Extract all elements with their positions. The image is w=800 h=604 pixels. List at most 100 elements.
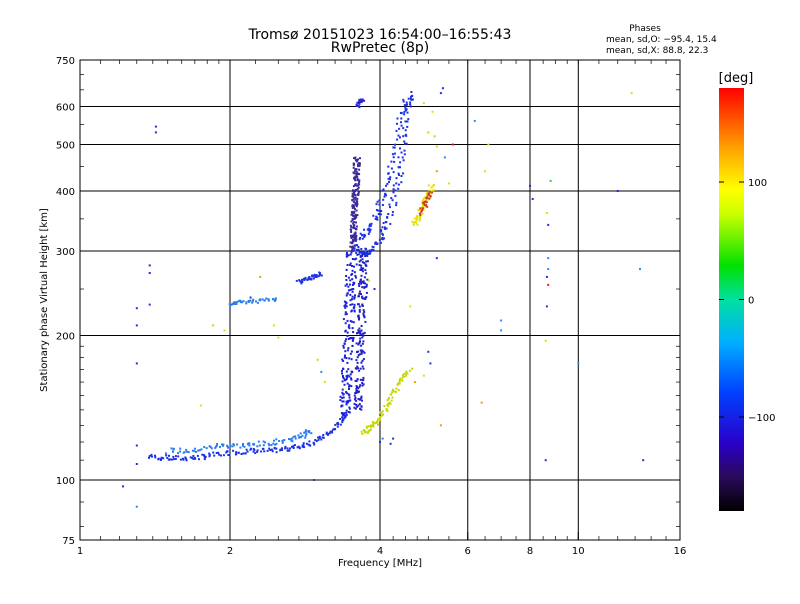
- echo-point: [383, 405, 386, 407]
- echo-point: [359, 337, 362, 340]
- echo-point: [185, 448, 188, 451]
- echo-point: [329, 430, 332, 433]
- echo-point: [544, 339, 547, 342]
- echo-point: [393, 152, 396, 155]
- echo-point: [259, 275, 262, 278]
- echo-point: [249, 299, 252, 302]
- echo-point: [354, 217, 356, 220]
- echo-point: [390, 393, 393, 396]
- echo-point: [420, 210, 423, 213]
- echo-point: [239, 301, 242, 304]
- echo-point: [353, 215, 356, 218]
- echo-point: [353, 271, 356, 274]
- echo-point: [410, 94, 413, 97]
- echo-point: [154, 131, 157, 134]
- echo-point: [392, 184, 395, 187]
- echo-point: [447, 182, 450, 185]
- echo-point: [239, 446, 242, 449]
- echo-point: [350, 250, 353, 252]
- echo-point: [354, 294, 356, 297]
- echo-point: [350, 213, 353, 216]
- echo-point: [294, 435, 297, 438]
- echo-point: [405, 101, 408, 104]
- echo-point: [350, 336, 353, 339]
- echo-point: [270, 448, 273, 451]
- echo-point: [328, 432, 331, 435]
- echo-point: [353, 232, 356, 235]
- echo-point: [358, 318, 360, 321]
- echo-point: [386, 409, 389, 412]
- echo-point: [364, 255, 367, 258]
- echo-point: [135, 362, 138, 365]
- echo-point: [352, 281, 355, 284]
- echo-point: [261, 298, 264, 301]
- echo-point: [365, 425, 368, 428]
- y-tick-label: 500: [56, 141, 75, 152]
- echo-point: [425, 198, 428, 201]
- echo-point: [391, 214, 394, 216]
- echo-point: [361, 258, 364, 261]
- echo-point: [376, 218, 379, 221]
- echo-point: [368, 223, 371, 226]
- echo-point: [422, 208, 425, 211]
- echo-point: [425, 192, 428, 195]
- echo-point: [308, 430, 311, 433]
- echo-point: [362, 281, 365, 284]
- echo-point: [259, 298, 262, 301]
- echo-point: [225, 451, 228, 454]
- echo-point: [291, 437, 294, 440]
- echo-point: [358, 308, 361, 311]
- echo-point: [349, 337, 352, 340]
- echo-point: [351, 199, 354, 202]
- echo-point: [364, 269, 367, 272]
- echo-point: [251, 300, 254, 303]
- echo-point: [208, 454, 211, 456]
- echo-point: [344, 330, 347, 333]
- echo-point: [402, 98, 405, 101]
- echo-point: [360, 329, 363, 332]
- echo-point: [400, 124, 403, 127]
- echo-point: [369, 229, 372, 232]
- echo-point: [358, 238, 361, 241]
- echo-point: [352, 200, 355, 203]
- echo-point: [273, 446, 276, 449]
- echo-point: [215, 452, 218, 454]
- echo-point: [378, 417, 381, 420]
- echo-point: [363, 253, 366, 256]
- echo-point: [341, 388, 344, 391]
- echo-point: [361, 251, 364, 254]
- echo-point: [360, 269, 363, 271]
- echo-point: [362, 334, 365, 337]
- echo-point: [531, 198, 534, 200]
- echo-point: [389, 178, 391, 181]
- echo-point: [389, 176, 392, 179]
- echo-point: [350, 378, 353, 381]
- echo-point: [341, 396, 344, 399]
- echo-point: [361, 234, 364, 237]
- echo-point: [366, 228, 369, 231]
- echo-point: [295, 279, 298, 282]
- echo-point: [415, 219, 418, 222]
- echo-point: [362, 309, 365, 312]
- echo-point: [345, 294, 348, 297]
- echo-point: [419, 207, 422, 210]
- echo-point: [435, 145, 438, 148]
- echo-point: [351, 290, 354, 293]
- echo-point: [359, 407, 361, 410]
- echo-point: [348, 388, 350, 390]
- echo-point: [381, 410, 384, 413]
- echo-point: [351, 258, 354, 260]
- echo-point: [373, 288, 376, 290]
- echo-point: [235, 302, 238, 305]
- y-axis: 75 100 200 300 400 500 600 750: [56, 56, 680, 547]
- echo-point: [305, 433, 308, 436]
- echo-point: [357, 158, 359, 161]
- echo-point: [392, 146, 395, 149]
- echo-point: [402, 159, 405, 162]
- echo-point: [352, 185, 355, 188]
- echo-point: [352, 166, 355, 169]
- echo-point: [356, 361, 359, 364]
- echo-point: [381, 437, 384, 440]
- echo-point: [406, 125, 409, 128]
- echo-point: [166, 457, 169, 459]
